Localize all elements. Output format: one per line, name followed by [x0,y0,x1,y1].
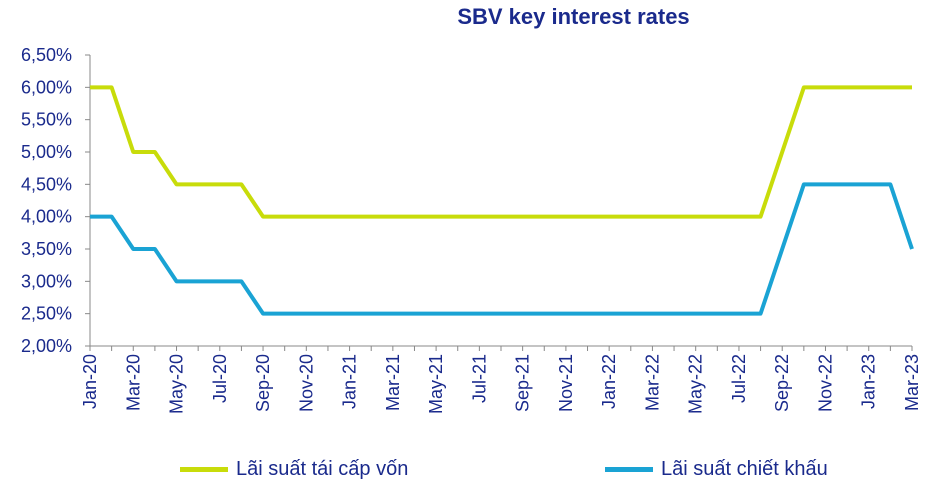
x-tick-label: Mar-23 [902,354,922,411]
x-axis-ticks: Jan-20 Mar-20 May-20 Jul-20 Sep-20 Nov-20 Jan-… [80,346,922,414]
x-tick-label: Nov-22 [815,354,835,412]
legend-item-refinancing: Lãi suất tái cấp vốn [180,458,408,481]
x-tick-label: Nov-21 [556,354,576,412]
x-tick-label: Jan-23 [859,354,879,409]
series-line-discount [90,182,914,316]
x-tick-label: Mar-20 [123,354,143,411]
x-tick-label: Jul-20 [210,354,230,403]
legend: Lãi suất tái cấp vốn Lãi suất chiết khấu [0,458,927,488]
x-tick-label: Jul-21 [469,354,489,403]
legend-item-discount: Lãi suất chiết khấu [605,458,828,481]
x-tick-label: Mar-22 [642,354,662,411]
x-tick-label: Jul-22 [729,354,749,403]
x-tick-label: May-20 [167,354,187,414]
y-tick-label: 6,50% [21,45,72,65]
y-tick-label: 4,00% [21,207,72,227]
axes [89,55,912,347]
legend-swatch-discount [605,467,653,472]
x-tick-label: Sep-20 [253,354,273,412]
x-tick-label: Mar-21 [383,354,403,411]
y-tick-label: 5,00% [21,142,72,162]
y-tick-label: 2,00% [21,336,72,356]
x-tick-label: May-22 [686,354,706,414]
y-tick-label: 2,50% [21,304,72,324]
y-tick-label: 3,50% [21,239,72,259]
line-chart: 2,00% 2,50% 3,00% 3,50% 4,00% 4,50% 5,00% 5,50%… [21,45,922,414]
y-tick-label: 5,50% [21,110,72,130]
x-tick-label: Nov-20 [296,354,316,412]
x-tick-label: Jan-22 [599,354,619,409]
x-tick-label: Jan-20 [80,354,100,409]
legend-label-discount: Lãi suất chiết khấu [661,458,828,480]
legend-swatch-refinancing [180,467,228,472]
x-tick-label: Jan-21 [340,354,360,409]
chart-title: SBV key interest rates [457,4,690,29]
y-tick-label: 6,00% [21,77,72,97]
y-axis-ticks: 2,00% 2,50% 3,00% 3,50% 4,00% 4,50% 5,00% 5,50%… [21,45,90,356]
y-tick-label: 4,50% [21,174,72,194]
series-lines [90,85,914,316]
y-tick-label: 3,00% [21,271,72,291]
legend-label-refinancing: Lãi suất tái cấp vốn [236,458,409,480]
x-tick-label: Sep-22 [772,354,792,412]
series-line-refinancing [90,85,912,219]
x-tick-label: May-21 [426,354,446,414]
x-tick-label: Sep-21 [513,354,533,412]
